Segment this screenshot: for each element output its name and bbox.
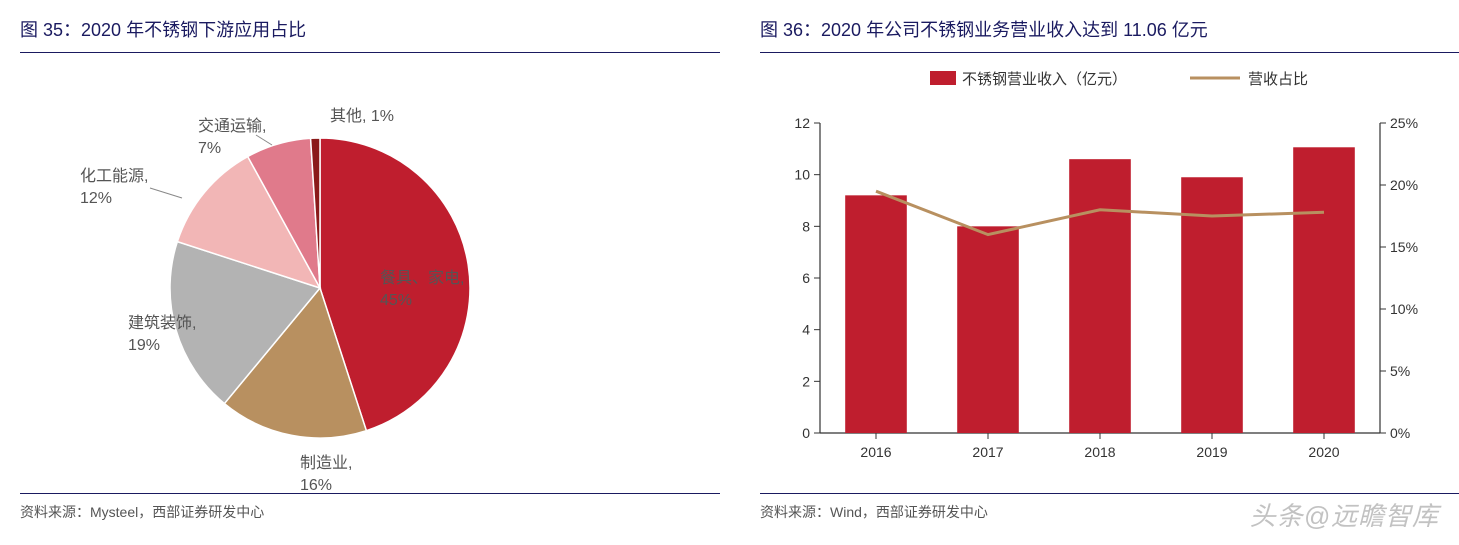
svg-text:营收占比: 营收占比 (1248, 71, 1308, 88)
left-source: 资料来源：Mysteel，西部证券研发中心 (20, 493, 720, 528)
y-left-tick: 0 (802, 425, 810, 441)
y-right-tick: 10% (1390, 301, 1418, 317)
pie-pct: 16% (300, 477, 332, 493)
bar (1293, 147, 1355, 433)
y-right-tick: 25% (1390, 115, 1418, 131)
y-right-tick: 20% (1390, 177, 1418, 193)
y-left-tick: 4 (802, 322, 810, 338)
y-left-tick: 2 (802, 373, 810, 389)
y-left-tick: 8 (802, 218, 810, 234)
pie-label: 其他, 1% (330, 107, 394, 125)
bar (845, 195, 907, 433)
right-panel: 图 36：2020 年公司不锈钢业务营业收入达到 11.06 亿元 不锈钢营业收… (760, 10, 1459, 528)
svg-text:不锈钢营业收入（亿元）: 不锈钢营业收入（亿元） (962, 71, 1127, 88)
bar (1069, 159, 1131, 433)
pie-pct: 45% (380, 292, 412, 309)
x-tick: 2016 (860, 444, 891, 460)
pie-chart: 餐具、家电, 45% 制造业, 16% 建筑装饰, 19% 化工能源, 12% 交通运输… (20, 53, 720, 493)
pie-pct: 7% (198, 140, 221, 157)
right-source: 资料来源：Wind，西部证券研发中心 (760, 493, 1459, 528)
pie-pct: 12% (80, 190, 112, 207)
left-panel: 图 35：2020 年不锈钢下游应用占比 餐具、家电, 45% 制造业, 16% 建… (20, 10, 720, 528)
combo-chart: 不锈钢营业收入（亿元） 营收占比 0 2 4 6 8 10 12 0% 5% 10% 15% 20% 25%… (760, 53, 1459, 493)
x-tick: 2020 (1308, 444, 1339, 460)
pie-label: 交通运输, (198, 117, 266, 135)
pie-label: 建筑装饰, (128, 314, 196, 332)
pie-label: 制造业, (300, 454, 352, 472)
pie-pct: 19% (128, 337, 160, 354)
y-right-tick: 0% (1390, 425, 1410, 441)
right-title: 图 36：2020 年公司不锈钢业务营业收入达到 11.06 亿元 (760, 10, 1459, 53)
left-title: 图 35：2020 年不锈钢下游应用占比 (20, 10, 720, 53)
y-left-tick: 10 (794, 167, 810, 183)
x-tick: 2019 (1196, 444, 1227, 460)
pie-label: 餐具、家电, (380, 269, 464, 287)
legend: 不锈钢营业收入（亿元） 营收占比 (930, 71, 1308, 88)
y-right-tick: 5% (1390, 363, 1410, 379)
pie-label: 化工能源, (80, 167, 148, 185)
x-tick: 2018 (1084, 444, 1115, 460)
bar (957, 226, 1019, 433)
x-tick: 2017 (972, 444, 1003, 460)
y-left-tick: 6 (802, 270, 810, 286)
y-right-tick: 15% (1390, 239, 1418, 255)
y-left-tick: 12 (794, 115, 810, 131)
